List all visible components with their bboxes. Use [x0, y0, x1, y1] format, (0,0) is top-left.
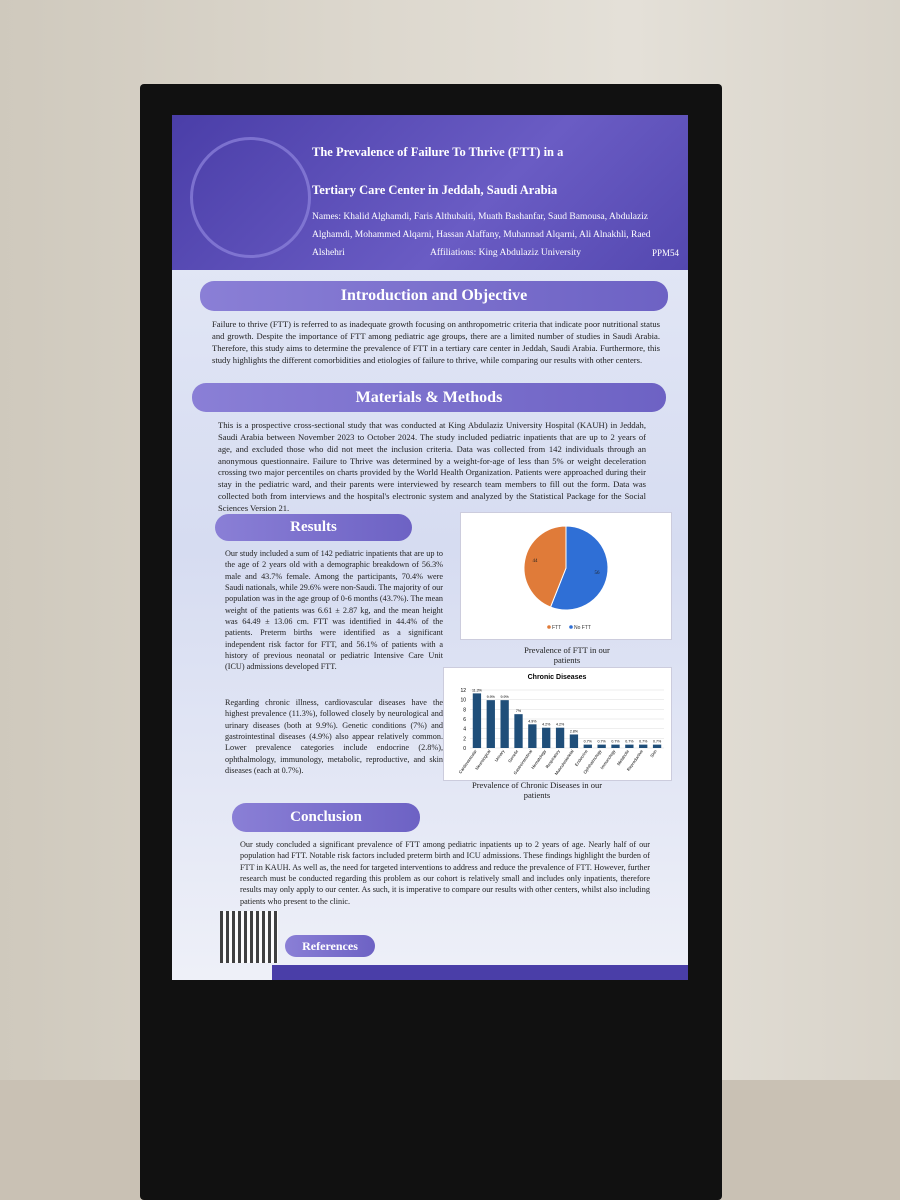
legend-label: No FTT — [574, 625, 591, 631]
data-label: 9.9% — [501, 695, 510, 699]
section-heading: References — [285, 935, 375, 957]
y-tick-label: 8 — [463, 707, 466, 713]
data-label: 0.7% — [611, 740, 620, 744]
y-tick-label: 6 — [463, 717, 466, 723]
pie-slice — [549, 525, 609, 611]
authors: Names: Khalid Alghamdi, Faris Althubaiti… — [312, 212, 651, 259]
y-tick-label: 10 — [460, 698, 466, 704]
data-label: 0.7% — [625, 740, 634, 744]
poster-header: The Prevalence of Failure To Thrive (FTT… — [172, 115, 688, 270]
legend-label: FTT — [552, 625, 561, 631]
data-label: 2.8% — [570, 729, 579, 733]
bar — [514, 714, 523, 748]
legend-swatch — [569, 625, 573, 629]
data-label: 11.3% — [472, 688, 483, 692]
y-tick-label: 4 — [463, 727, 466, 733]
data-label: 4.2% — [556, 723, 565, 727]
section-heading: Results — [215, 514, 412, 541]
bar — [583, 744, 592, 748]
bar — [486, 700, 495, 748]
bar — [500, 700, 509, 748]
data-label: 4.9% — [528, 719, 537, 723]
caption: Prevalence of Chronic Diseases in our pa… — [471, 780, 603, 800]
chart-title: Chronic Diseases — [528, 674, 587, 681]
affiliations: Affiliations: King Abdulaziz University — [430, 248, 582, 258]
qr-code — [220, 911, 278, 963]
results-text: Regarding chronic illness, cardiovascula… — [225, 698, 443, 775]
section-heading: Conclusion — [232, 803, 420, 832]
section-heading: Introduction and Objective — [200, 281, 668, 311]
x-tick-label: Skin — [649, 748, 658, 758]
x-tick-label: Genetic — [507, 749, 519, 764]
poster: The Prevalence of Failure To Thrive (FTT… — [172, 115, 688, 980]
bar — [569, 734, 579, 748]
bar — [528, 724, 537, 748]
data-label: 4.2% — [542, 723, 551, 727]
title: Tertiary Care Center in Jeddah, Saudi Ar… — [312, 183, 558, 197]
x-tick-label: Metabolic — [616, 749, 630, 767]
footer-strip — [272, 965, 688, 980]
pie-slice — [523, 525, 567, 608]
caption: Prevalence of FTT in our patients — [524, 645, 610, 665]
data-label: 0.7% — [598, 740, 607, 744]
y-tick-label: 0 — [463, 746, 466, 752]
bar — [625, 744, 634, 748]
y-tick-label: 2 — [463, 736, 466, 742]
poster-code: PPM54 — [652, 248, 680, 258]
bar — [542, 727, 551, 748]
slice-label: 44 — [533, 559, 539, 564]
data-label: 7% — [516, 709, 522, 713]
x-tick-label: Urinary — [494, 748, 506, 763]
bar — [472, 693, 482, 748]
legend-swatch — [547, 625, 551, 629]
methods-text: This is a prospective cross-sectional st… — [218, 420, 646, 514]
data-label: 0.7% — [584, 740, 593, 744]
x-tick-label: Cardiovascular — [458, 748, 478, 774]
title: The Prevalence of Failure To Thrive (FTT… — [312, 145, 564, 159]
section-heading: Materials & Methods — [192, 383, 666, 412]
data-label: 0.7% — [653, 740, 662, 744]
conclusion-text: Our study concluded a significant preval… — [240, 840, 650, 906]
data-label: 0.7% — [639, 740, 648, 744]
bar-chart: Chronic Diseases 0 2 4 6 8 10 12 11.3% Cardiovasc… — [443, 667, 672, 781]
bar — [555, 727, 565, 748]
bar — [639, 744, 648, 748]
pie-chart: 56 44 FTT No FTT — [460, 512, 672, 640]
logo — [190, 137, 311, 258]
results-text: Our study included a sum of 142 pediatri… — [225, 549, 443, 672]
data-label: 9.9% — [487, 695, 496, 699]
bar — [652, 744, 662, 748]
y-tick-label: 12 — [460, 688, 466, 694]
bar — [611, 744, 620, 748]
slice-label: 56 — [594, 571, 600, 576]
bar — [597, 744, 606, 748]
intro-text: Failure to thrive (FTT) is referred to a… — [212, 319, 660, 365]
